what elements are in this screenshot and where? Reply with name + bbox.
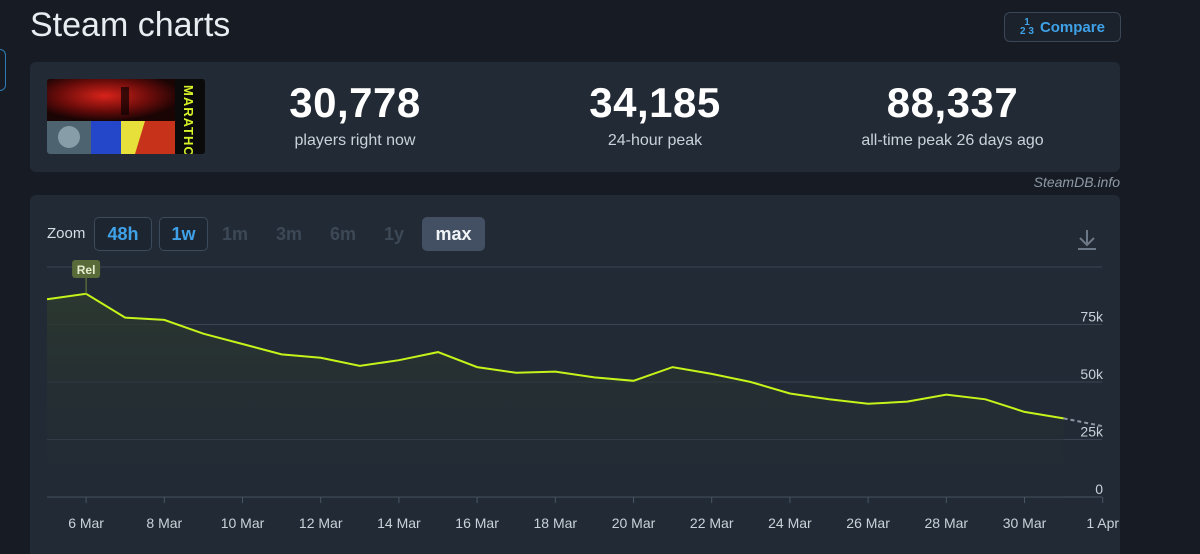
data-point[interactable] <box>124 316 126 318</box>
all-time-peak-label: all-time peak 26 days ago <box>861 132 1044 149</box>
data-point[interactable] <box>671 366 673 368</box>
zoom-1w-button[interactable]: 1w <box>159 217 208 251</box>
x-tick-label: 12 Mar <box>299 515 343 531</box>
data-point[interactable] <box>711 373 713 375</box>
peak-24h-label: 24-hour peak <box>607 132 703 149</box>
data-point[interactable] <box>202 333 204 335</box>
y-tick-label: 75k <box>1080 309 1104 325</box>
x-tick-label: 26 Mar <box>846 515 890 531</box>
x-tick-label: 6 Mar <box>68 515 104 531</box>
current-players-label: players right now <box>294 132 416 149</box>
data-point[interactable] <box>280 353 282 355</box>
compare-label: Compare <box>1039 18 1105 36</box>
y-tick-label: 50k <box>1080 366 1104 382</box>
data-point[interactable] <box>163 319 165 321</box>
x-tick-label: 16 Mar <box>455 515 499 531</box>
data-point[interactable] <box>867 403 869 405</box>
data-point[interactable] <box>241 343 243 345</box>
release-marker-badge[interactable] <box>72 260 101 278</box>
zoom-6m-button: 6m <box>329 223 356 244</box>
data-point[interactable] <box>476 366 478 368</box>
zoom-label: Zoom <box>47 225 86 242</box>
data-point[interactable] <box>945 393 947 395</box>
download-icon[interactable] <box>1076 228 1098 257</box>
page-title: Steam charts <box>30 6 231 44</box>
player-count-chart: Rel 0 25k 50k 75k 6 Mar 8 Mar 10 Mar 12 Mar 14 … <box>46 260 1119 531</box>
y-tick-label: 0 <box>1095 481 1103 497</box>
data-point[interactable] <box>320 357 322 359</box>
series-area <box>47 293 1064 497</box>
data-point[interactable] <box>437 351 439 353</box>
x-tick-label: 28 Mar <box>925 515 969 531</box>
data-point[interactable] <box>789 392 791 394</box>
x-tick-label: 10 Mar <box>221 515 265 531</box>
x-tick-label: 22 Mar <box>690 515 734 531</box>
game-capsule-image[interactable]: MARATHON <box>47 79 205 154</box>
stat-all-time-peak: 88,337 all-time peak 26 days ago <box>830 80 1075 150</box>
release-marker-label: Rel <box>77 263 96 277</box>
data-point[interactable] <box>906 400 908 402</box>
zoom-max-button[interactable]: max <box>422 217 485 251</box>
y-tick-label: 25k <box>1080 424 1104 440</box>
zoom-3m-button: 3m <box>275 223 302 244</box>
zoom-1m-button: 1m <box>221 223 248 244</box>
data-point[interactable] <box>750 381 752 383</box>
x-tick-label: 14 Mar <box>377 515 421 531</box>
zoom-48h-button[interactable]: 48h <box>94 217 152 251</box>
x-tick-label: 8 Mar <box>146 515 182 531</box>
x-tick-label: 30 Mar <box>1003 515 1047 531</box>
x-tick-label: 18 Mar <box>534 515 578 531</box>
series-line <box>46 292 1064 420</box>
all-time-peak-value: 88,337 <box>886 79 1019 126</box>
data-point[interactable] <box>554 370 556 372</box>
peak-24h-value: 34,185 <box>589 79 721 126</box>
stat-current-players: 30,778 players right now <box>260 80 450 150</box>
collapsed-side-tab[interactable] <box>0 49 6 91</box>
stat-24h-peak: 34,185 24-hour peak <box>560 80 750 150</box>
data-point[interactable] <box>1062 417 1064 419</box>
data-point[interactable] <box>1023 411 1025 413</box>
stats-panel: MARATHON 30,778 players right now 34,185… <box>30 62 1120 172</box>
data-point[interactable] <box>632 380 634 382</box>
x-tick-label: 20 Mar <box>612 515 656 531</box>
data-point[interactable] <box>593 376 595 378</box>
zoom-1y-button: 1y <box>383 223 405 244</box>
data-point[interactable] <box>515 372 517 374</box>
data-point[interactable] <box>398 359 400 361</box>
data-point[interactable] <box>828 398 830 400</box>
x-tick-label: 1 Apr <box>1086 515 1119 531</box>
game-art-logo: MARATHON <box>181 85 196 154</box>
x-tick-label: 24 Mar <box>768 515 812 531</box>
data-point[interactable] <box>46 298 48 300</box>
chart-panel: Zoom 48h 1w 1m 3m 6m 1y max Rel 0 25 <box>30 195 1120 554</box>
data-point[interactable] <box>984 398 986 400</box>
data-point[interactable] <box>359 365 361 367</box>
steamdb-attribution[interactable]: SteamDB.info <box>1033 174 1120 190</box>
current-players-value: 30,778 <box>289 79 421 126</box>
